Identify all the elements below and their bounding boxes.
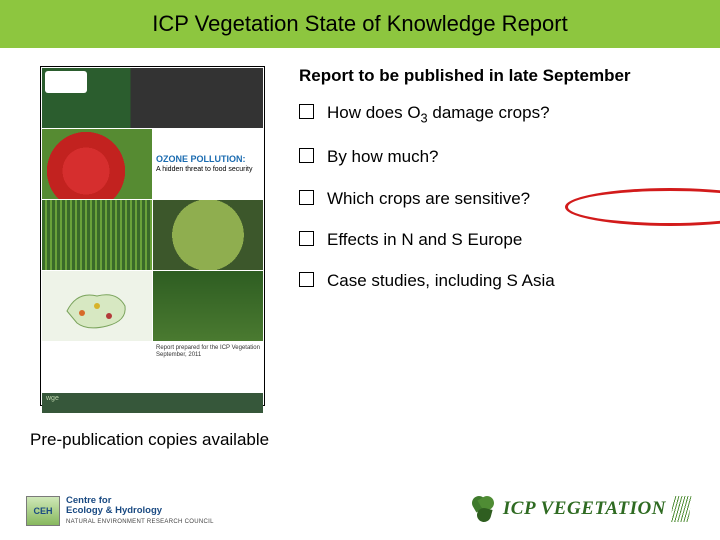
text-column: Report to be published in late September… [265,66,690,406]
cover-ozone-heading: OZONE POLLUTION: [156,155,260,164]
cover-photo-lettuce [153,200,263,270]
cover-title-block: OZONE POLLUTION: A hidden threat to food… [153,129,263,199]
cover-footer-strip: wge [42,393,263,413]
bullet-item-2: By how much? [299,146,690,167]
clover-icon [469,496,497,522]
bullet-text-1b: damage crops? [428,103,550,122]
prepublication-note: Pre-publication copies available [30,430,269,450]
content-area: OZONE POLLUTION: A hidden threat to food… [0,48,720,406]
ceh-logo-text: Centre for Ecology & Hydrology NATURAL E… [66,496,214,526]
icp-vegetation-text: ICP VEGETATION [503,498,666,520]
cover-ceh-badge [45,71,87,93]
page-title: ICP Vegetation State of Knowledge Report [152,11,567,37]
cover-map-europe [42,271,152,341]
cover-credits: Report prepared for the ICP Vegetation S… [153,342,263,392]
bullet-text-1a: How does O [327,103,421,122]
bullet-item-5: Case studies, including S Asia [299,270,690,291]
cover-collage: OZONE POLLUTION: A hidden threat to food… [41,67,264,405]
bullet-text-3: Which crops are sensitive? [327,189,530,208]
footer: CEH Centre for Ecology & Hydrology NATUR… [0,480,720,530]
ceh-line2: Ecology & Hydrology [66,506,214,516]
bullet-text-4: Effects in N and S Europe [327,230,522,249]
bullet-list: How does O3 damage crops? By how much? W… [299,102,690,291]
ceh-logo: CEH Centre for Ecology & Hydrology NATUR… [26,496,214,526]
cover-photo-tomatoes [42,129,152,199]
cover-photo-wheat [42,200,152,270]
title-bar: ICP Vegetation State of Knowledge Report [0,0,720,48]
icp-vegetation-logo: ICP VEGETATION [469,496,690,522]
grass-icon [671,496,692,522]
bullet-text-2: By how much? [327,147,439,166]
subscript-3: 3 [421,110,428,125]
cover-photo-beans [153,271,263,341]
ceh-subtext: NATURAL ENVIRONMENT RESEARCH COUNCIL [66,519,214,525]
subheading: Report to be published in late September [299,66,690,86]
bullet-item-4: Effects in N and S Europe [299,229,690,250]
bullet-item-1: How does O3 damage crops? [299,102,690,126]
report-cover-thumbnail: OZONE POLLUTION: A hidden threat to food… [40,66,265,406]
cover-ozone-subtitle: A hidden threat to food security [156,166,260,174]
bullet-text-5: Case studies, including S Asia [327,271,555,290]
ceh-logo-mark: CEH [26,496,60,526]
bullet-item-3: Which crops are sensitive? [299,188,690,209]
